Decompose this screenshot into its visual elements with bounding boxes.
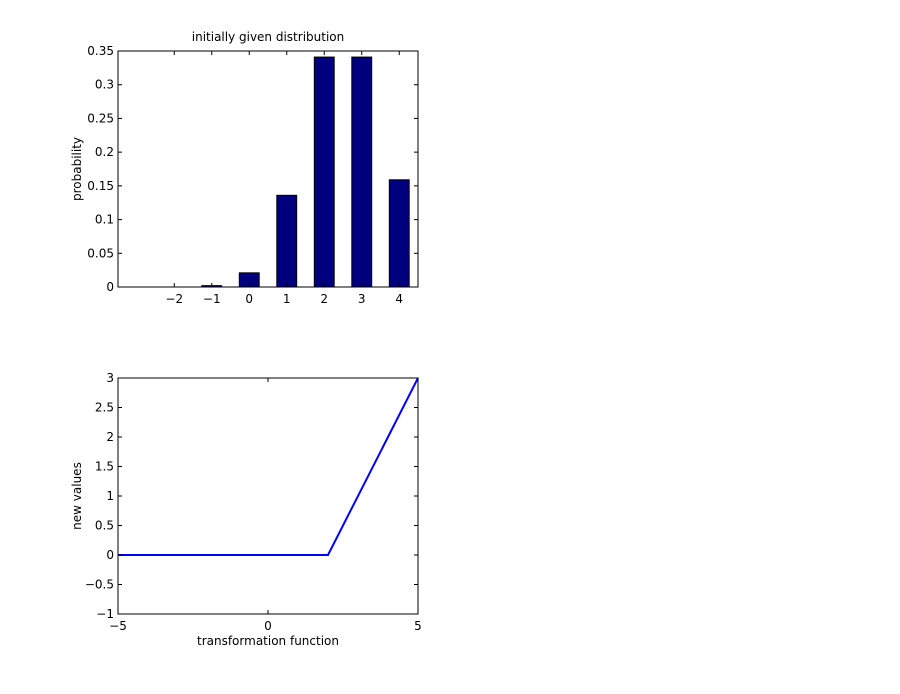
line-chart-x-ticks: −5 0 5 [109,378,422,633]
line-y-tick-label: 3 [106,371,114,385]
bar-y-tick-label: 0 [106,280,114,294]
bar-x-tick-label: 1 [283,292,291,306]
bar-x-tick-label: −2 [165,292,183,306]
bar-y-tick-label: 0.15 [87,179,114,193]
bar-y-tick-label: 0.1 [95,213,114,227]
transformation-line-series [118,377,419,556]
bar-1 [276,194,298,288]
bar-y-tick-label: 0.35 [87,44,114,58]
transformation-line-chart: −5 0 5 −1 −0.5 0 0.5 1 1.5 2 2.5 3 transformation … [70,371,422,648]
line-chart-axes-box [117,377,419,615]
bar-x-tick-label: −1 [203,292,221,306]
distribution-bar-chart: −2 −1 0 1 2 3 4 0 0.05 0.1 0.15 0.2 0.25 0.3 0.35 ini… [70,30,419,306]
line-chart-y-ticks: −1 −0.5 0 0.5 1 1.5 2 2.5 3 [85,371,418,621]
bar-x-tick-label: 4 [395,292,403,306]
line-y-tick-label: 0 [106,548,114,562]
line-chart-x-axis-label: transformation function [197,634,339,648]
bar-x-tick-label: 0 [245,292,253,306]
bar-3 [351,56,373,288]
bar-y-tick-label: 0.05 [87,246,114,260]
line-y-tick-label: 2.5 [95,401,114,415]
bar-2 [313,56,335,288]
line-x-tick-label: −5 [109,619,127,633]
bar-x-tick-label: 2 [320,292,328,306]
line-y-tick-label: −0.5 [85,578,114,592]
line-chart-y-axis-label: new values [70,462,84,530]
line-y-tick-label: 2 [106,430,114,444]
bar-y-tick-label: 0.3 [95,78,114,92]
bar-x-tick-label: 3 [358,292,366,306]
bar-y-tick-label: 0.25 [87,111,114,125]
bar-4 [388,179,410,288]
line-y-tick-label: 0.5 [95,519,114,533]
line-y-tick-label: 1.5 [95,460,114,474]
line-y-tick-label: −1 [96,607,114,621]
line-x-tick-label: 5 [414,619,422,633]
bar-y-tick-label: 0.2 [95,145,114,159]
bar-chart-title: initially given distribution [192,30,345,44]
bar-chart-y-axis-label: probability [70,137,84,201]
line-y-tick-label: 1 [106,489,114,503]
bar-chart-y-ticks: 0 0.05 0.1 0.15 0.2 0.25 0.3 0.35 [87,44,418,294]
line-x-tick-label: 0 [264,619,272,633]
bar-chart-x-ticks: −2 −1 0 1 2 3 4 [165,51,403,306]
line-chart-series [118,377,419,556]
bar-chart-axes-box [117,50,419,288]
